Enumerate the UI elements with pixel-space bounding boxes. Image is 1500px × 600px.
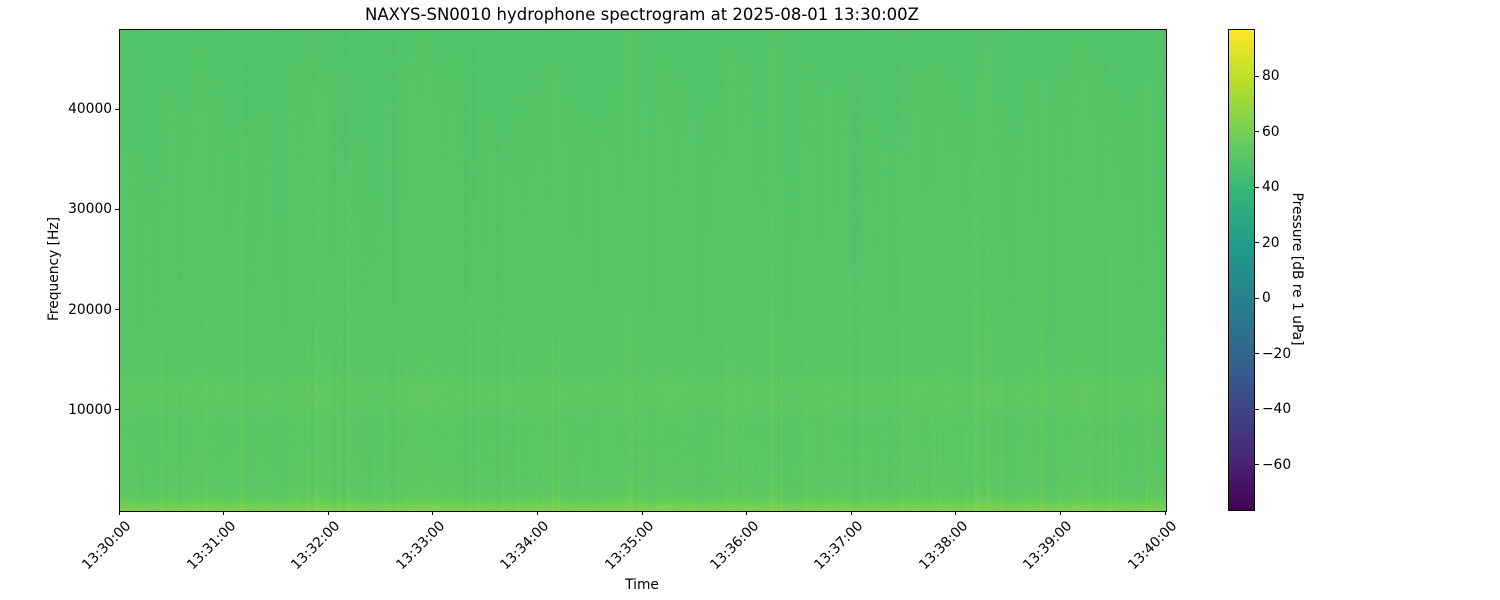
x-tick-mark [536, 511, 538, 515]
x-tick-label: 13:32:00 [288, 518, 344, 574]
x-tick-mark [327, 511, 329, 515]
colorbar-tick-label: 20 [1262, 234, 1280, 251]
x-tick-label: 13:31:00 [183, 518, 239, 574]
colorbar-tick-mark [1255, 75, 1259, 77]
colorbar-tick-mark [1255, 131, 1259, 133]
colorbar-tick-label: 0 [1262, 290, 1271, 307]
colorbar-tick-label: −60 [1262, 456, 1292, 473]
x-tick-mark [118, 511, 120, 515]
x-tick-mark [641, 511, 643, 515]
colorbar-tick-mark [1255, 408, 1259, 410]
x-tick-label: 13:36:00 [706, 518, 762, 574]
y-tick-label: 40000 [68, 101, 112, 118]
spectrogram-image [120, 30, 1166, 511]
y-tick-label: 20000 [68, 301, 112, 318]
x-tick-label: 13:34:00 [497, 518, 553, 574]
x-tick-mark [223, 511, 225, 515]
y-tick-mark [115, 409, 119, 411]
colorbar-tick-label: 40 [1262, 179, 1280, 196]
x-tick-mark [1059, 511, 1061, 515]
x-tick-label: 13:30:00 [79, 518, 135, 574]
colorbar-label: Pressure [dB re 1 uPa] [1289, 192, 1305, 346]
colorbar-tick-mark [1255, 186, 1259, 188]
colorbar-tick-label: 80 [1262, 68, 1280, 85]
x-tick-label: 13:40:00 [1125, 518, 1181, 574]
x-tick-mark [746, 511, 748, 515]
colorbar-tick-mark [1255, 464, 1259, 466]
colorbar-tick-label: −40 [1262, 401, 1292, 418]
x-tick-mark [1164, 511, 1166, 515]
x-tick-label: 13:33:00 [392, 518, 449, 574]
x-tick-label: 13:35:00 [602, 518, 658, 574]
colorbar [1228, 29, 1255, 511]
y-tick-mark [115, 309, 119, 311]
x-tick-mark [850, 511, 852, 515]
x-tick-mark [955, 511, 957, 515]
colorbar-tick-mark [1255, 353, 1259, 355]
plot-area [119, 29, 1167, 512]
x-tick-label: 13:38:00 [915, 518, 972, 574]
y-tick-label: 10000 [68, 401, 112, 418]
x-tick-mark [432, 511, 434, 515]
y-tick-mark [115, 208, 119, 210]
plot-title: NAXYS-SN0010 hydrophone spectrogram at 2… [365, 5, 919, 24]
x-tick-label: 13:37:00 [811, 518, 867, 574]
x-tick-label: 13:39:00 [1020, 518, 1076, 574]
y-tick-label: 30000 [68, 201, 112, 218]
colorbar-tick-label: −20 [1262, 345, 1292, 362]
colorbar-tick-mark [1255, 297, 1259, 299]
colorbar-tick-mark [1255, 242, 1259, 244]
colorbar-tick-label: 60 [1262, 123, 1280, 140]
y-tick-mark [115, 108, 119, 110]
x-axis-label: Time [625, 577, 659, 593]
